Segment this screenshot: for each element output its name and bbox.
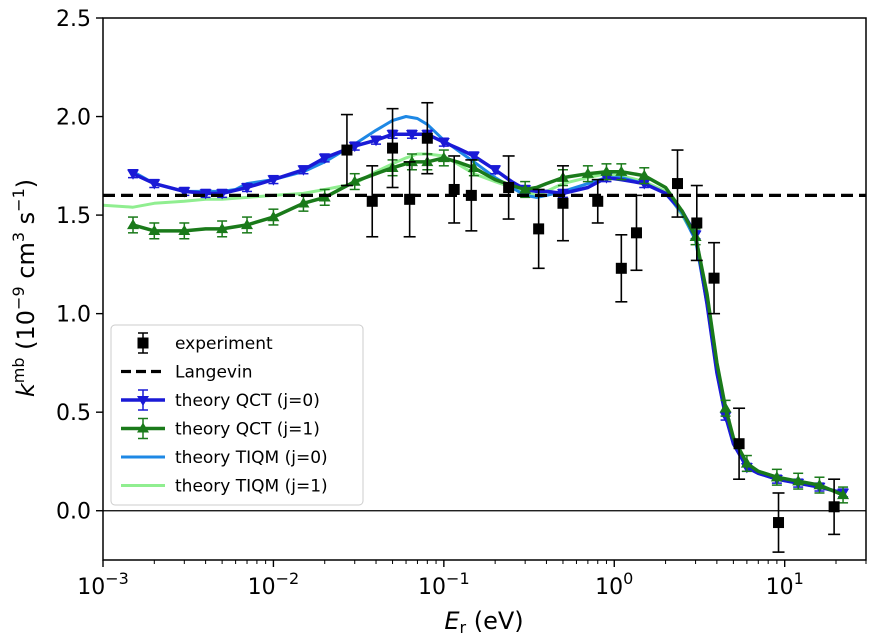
series-theory-qct-j-0-line [132, 132, 844, 495]
experiment-point [366, 195, 378, 207]
series-theory-qct-j-1-marker [638, 169, 651, 180]
experiment-point [773, 517, 785, 529]
series-theory-qct-j-1-marker [216, 222, 229, 234]
legend-label: theory QCT (j=1) [175, 420, 320, 440]
experiment-point [341, 144, 353, 156]
plot-frame [102, 17, 867, 561]
x-tick-label: 10−1 [418, 569, 470, 600]
series-theory-qct-j-1-marker [770, 471, 783, 482]
legend: experiment Langevin theory QCT (j=0) theory… [110, 324, 364, 506]
legend-swatch-triangle-down [137, 396, 149, 406]
experiment-point [708, 272, 720, 284]
y-tick-label: 0.5 [56, 401, 91, 426]
series-theory-qct-j-0-marker [199, 189, 212, 200]
experiment-point [630, 227, 642, 239]
series-theory-qct-j-1-marker [348, 175, 361, 186]
series-theory-qct-j-1-marker [719, 402, 732, 413]
series-theory-qct-j-0-marker [370, 135, 383, 147]
series-theory-qct-j-0-marker [241, 183, 254, 194]
legend-label: theory TIQM (j=1) [175, 477, 328, 497]
plot-area [103, 101, 866, 553]
series-theory-qct-j-1-marker [127, 218, 140, 230]
series-theory-qct-j-0-marker [318, 153, 331, 164]
experiment-point [387, 142, 399, 154]
experiment-point [828, 501, 840, 513]
series-theory-qct-j-1-marker [837, 488, 850, 500]
y-tick-label: 2.5 [56, 7, 91, 32]
series-theory-qct-j-0-marker [437, 137, 450, 149]
x-axis-title: Er (eV) [444, 607, 523, 637]
series-theory-qct-j-0-marker [127, 169, 140, 180]
y-axis-title: kmb (10−9 cm3 s−1) [9, 179, 40, 397]
x-tick-label: 10−2 [248, 569, 300, 600]
experiment-point [503, 181, 515, 193]
legend-box [110, 324, 364, 506]
legend-swatch-triangle-up [137, 422, 149, 433]
series-theory-qct-j-1-marker [615, 165, 628, 176]
series-theory-qct-j-1-marker [600, 165, 613, 176]
experiment-point [672, 178, 684, 190]
series-theory-qct-j-1-marker [178, 224, 191, 236]
series-theory-qct-j-1-marker [241, 218, 254, 230]
y-tick-label: 1.5 [56, 204, 91, 229]
series-theory-qct-j-1-marker [519, 183, 532, 194]
experiment-point [448, 183, 460, 195]
experiment-point [557, 197, 569, 209]
series-theory-qct-j-1-marker [148, 224, 161, 236]
legend-label: Langevin [175, 363, 252, 383]
legend-label: experiment [175, 334, 273, 354]
experiment-point [691, 217, 703, 229]
series-theory-qct-j-0-marker [297, 165, 310, 176]
series-theory-qct-j-0-marker [467, 151, 480, 162]
experiment-point [465, 189, 477, 201]
series-theory-qct-j-1-marker [813, 479, 826, 490]
series-theory-qct-j-1-marker [581, 167, 594, 178]
series-theory-qct-j-0-marker [348, 141, 361, 153]
series-theory-qct-j-1-marker [689, 230, 702, 241]
x-tick-label: 101 [766, 569, 804, 600]
experiment-point [404, 193, 416, 205]
y-tick-label: 1.0 [56, 303, 91, 328]
experiment-point [533, 223, 545, 235]
experiment-point [615, 262, 627, 274]
series-theory-qct-j-1-line [132, 156, 844, 497]
series-theory-qct-j-1-marker [437, 151, 450, 163]
y-tick-label: 2.0 [56, 106, 91, 131]
experiment-point [733, 438, 745, 450]
series-theory-qct-j-0-marker [148, 179, 161, 190]
legend-label: theory QCT (j=0) [175, 391, 320, 411]
series-theory-qct-j-1-marker [267, 211, 280, 222]
series-theory-qct-j-0-marker [178, 187, 191, 198]
series-theory-qct-j-1-marker [297, 197, 310, 208]
legend-label: theory TIQM (j=0) [175, 448, 328, 468]
series-theory-qct-j-0-marker [638, 179, 651, 190]
x-tick-label: 100 [595, 569, 633, 600]
series-theory-qct-j-0-marker [489, 165, 502, 176]
experiment-point [421, 132, 433, 144]
experiment-point [592, 195, 604, 207]
axes: 0.0 0.5 1.0 1.5 2.0 2.5 10−3 10−2 10−1 100 101 [56, 7, 867, 600]
series-theory-qct-j-1-marker [740, 457, 753, 468]
x-tick-label: 10−3 [77, 569, 129, 600]
plot-content [103, 101, 866, 553]
legend-swatch-square [137, 337, 149, 349]
series-theory-qct-j-1-marker [792, 475, 805, 486]
y-tick-label: 0.0 [56, 500, 91, 525]
series-theory-qct-j-0-marker [405, 130, 418, 141]
series-theory-qct-j-0-marker [267, 175, 280, 186]
